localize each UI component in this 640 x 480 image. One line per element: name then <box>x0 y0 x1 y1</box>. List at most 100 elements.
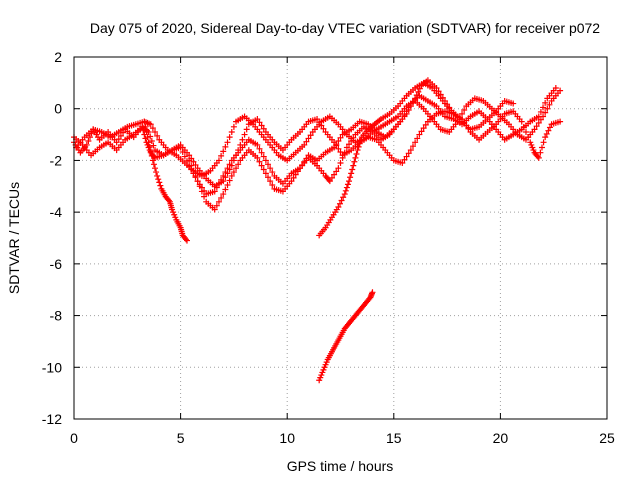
data-point <box>354 147 361 154</box>
data-point <box>401 156 408 163</box>
data-point <box>337 149 344 156</box>
data-point <box>420 125 427 132</box>
data-point <box>150 142 157 149</box>
y-tick-label: -12 <box>42 411 62 427</box>
data-point <box>186 157 193 164</box>
series-track-6 <box>316 289 376 384</box>
data-point <box>338 197 345 204</box>
data-point <box>333 168 340 175</box>
data-point <box>540 139 547 146</box>
data-point <box>459 110 466 117</box>
data-point <box>409 99 416 106</box>
data-point <box>215 198 222 205</box>
data-point <box>218 152 225 159</box>
data-point <box>265 174 272 181</box>
data-point <box>260 153 267 160</box>
data-point <box>328 174 335 181</box>
data-point <box>542 99 549 106</box>
data-point <box>292 171 299 178</box>
data-point <box>414 135 421 142</box>
data-point <box>540 113 547 120</box>
data-point <box>413 92 420 99</box>
data-point <box>117 132 124 139</box>
data-point <box>351 158 358 165</box>
data-point <box>409 143 416 150</box>
x-axis-ticks: 0 5 10 15 20 25 <box>70 57 615 446</box>
data-point <box>146 143 153 150</box>
data-point <box>407 103 414 110</box>
x-tick-label: 15 <box>386 430 402 446</box>
data-point <box>305 135 312 142</box>
data-point <box>331 171 338 178</box>
data-point <box>241 131 248 138</box>
data-point <box>405 107 412 114</box>
data-point <box>340 194 347 201</box>
data-point <box>326 178 333 185</box>
data-point <box>294 168 301 175</box>
data-point <box>350 162 357 169</box>
data-point <box>350 134 357 141</box>
data-point <box>542 134 549 141</box>
data-point <box>235 161 242 168</box>
data-point <box>190 158 197 165</box>
data-point <box>337 134 344 141</box>
data-point <box>256 119 263 126</box>
data-point <box>237 141 244 148</box>
chart-title: Day 075 of 2020, Sidereal Day-to-day VTE… <box>90 20 600 36</box>
data-point <box>344 181 351 188</box>
data-point <box>228 172 235 179</box>
data-point <box>113 139 120 146</box>
data-point <box>224 139 231 146</box>
data-point <box>454 113 461 120</box>
data-point <box>422 121 429 128</box>
data-point <box>336 200 343 207</box>
data-point <box>403 153 410 160</box>
data-point <box>265 161 272 168</box>
data-point <box>152 165 159 172</box>
data-point <box>153 169 160 176</box>
data-point <box>222 186 229 193</box>
data-point <box>226 166 233 173</box>
data-point <box>325 176 332 183</box>
data-point <box>144 134 151 141</box>
data-point <box>341 191 348 198</box>
data-point <box>196 183 203 190</box>
data-point <box>256 158 263 165</box>
gridlines <box>74 57 607 419</box>
data-point <box>157 182 164 189</box>
data-point <box>254 141 261 148</box>
data-point <box>335 203 342 210</box>
x-axis-label: GPS time / hours <box>287 458 394 474</box>
data-point <box>149 157 156 164</box>
data-point <box>188 162 195 169</box>
data-point <box>243 126 250 133</box>
series-track-4 <box>186 77 517 213</box>
data-point <box>224 170 231 177</box>
data-point <box>546 101 553 108</box>
data-point <box>405 150 412 157</box>
data-point <box>260 125 267 132</box>
data-point <box>357 137 364 144</box>
x-tick-label: 25 <box>599 430 615 446</box>
data-point <box>356 140 363 147</box>
data-point <box>267 178 274 185</box>
data-point <box>190 167 197 174</box>
data-point <box>331 139 338 146</box>
data-point <box>346 178 353 185</box>
data-point <box>267 165 274 172</box>
data-point <box>544 105 551 112</box>
data-point <box>314 116 321 123</box>
data-point <box>545 127 552 134</box>
series-track-5 <box>141 118 190 244</box>
data-point <box>233 165 240 172</box>
data-point <box>543 130 550 137</box>
data-point <box>258 122 265 129</box>
data-point <box>230 169 237 176</box>
y-tick-label: -2 <box>50 152 63 168</box>
data-point <box>518 118 525 125</box>
data-point <box>147 148 154 155</box>
data-point <box>342 187 349 194</box>
data-markers <box>71 77 564 384</box>
data-point <box>142 123 149 130</box>
